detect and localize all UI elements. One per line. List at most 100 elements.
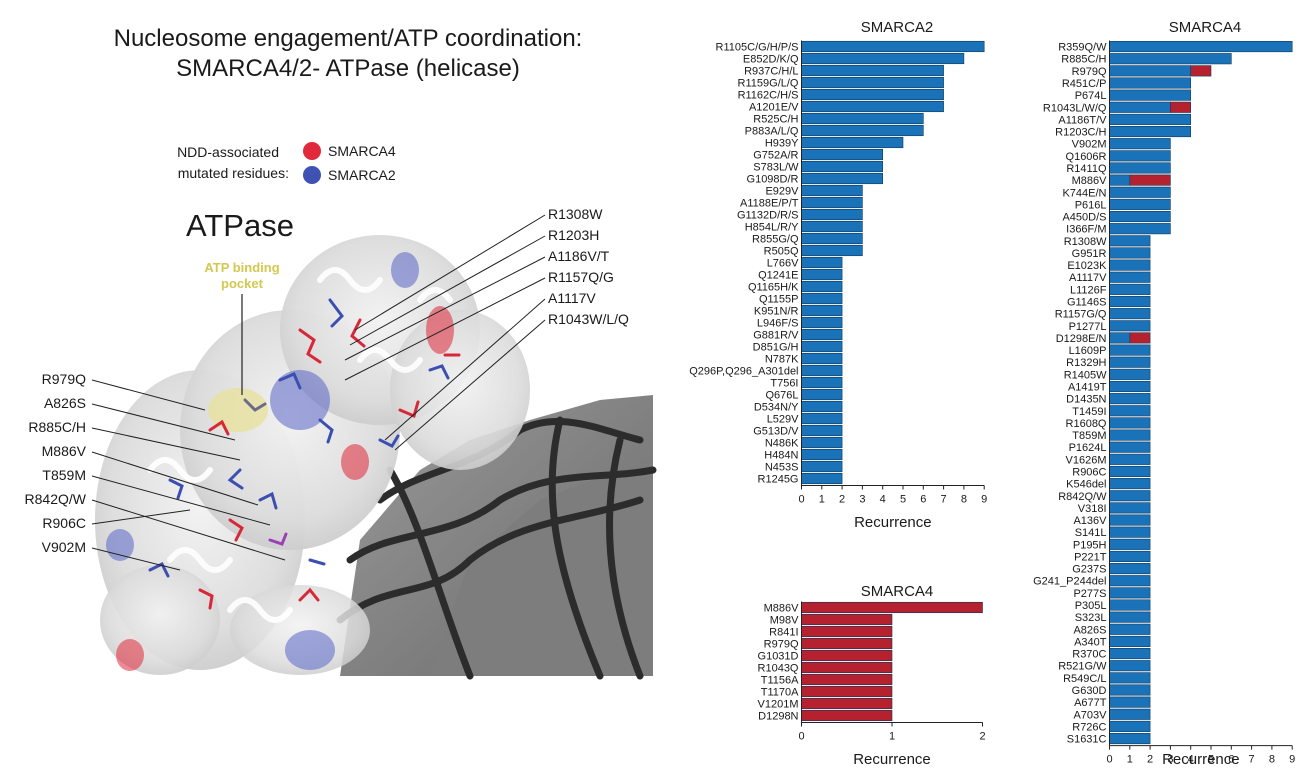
callout-label-r1308w: R1308W <box>548 206 603 222</box>
bar-k951n-r <box>801 304 843 317</box>
x-tick-label-3: 3 <box>1167 754 1173 766</box>
x-tick-label-3: 3 <box>859 494 865 506</box>
category-label-g630d: G630D <box>1072 685 1107 697</box>
atp-pocket-label-line1: ATP binding <box>204 260 279 275</box>
callout-leader-r1157q-g <box>344 277 546 381</box>
legend-smarca4-swatch <box>303 142 321 160</box>
x-tick-label-7: 7 <box>1249 754 1255 766</box>
category-label-p277s: P277S <box>1073 588 1106 600</box>
bar-p616l <box>1109 198 1171 210</box>
category-label-g1146s: G1146S <box>1067 297 1107 309</box>
category-label-a1201e-v: A1201E/V <box>749 102 799 114</box>
category-label-r726c: R726C <box>1072 721 1106 733</box>
category-label-h854l-r-y: H854L/R/Y <box>745 222 799 234</box>
bar-r1308w <box>1109 235 1151 247</box>
category-label-r937c-h-l: R937C/H/L <box>744 66 798 78</box>
category-label-r521g-w: R521G/W <box>1058 661 1107 673</box>
callout-leader-r979q <box>91 379 206 411</box>
x-tick-label-9: 9 <box>981 494 987 506</box>
bar-v1201m <box>801 697 893 710</box>
bar-r906c <box>1109 465 1151 478</box>
category-label-n453s: N453S <box>765 462 799 474</box>
bar-p221t <box>1109 550 1151 563</box>
bar-l1126f <box>1109 283 1151 295</box>
category-label-n486k: N486K <box>765 438 799 450</box>
category-label-d1298n: D1298N <box>758 711 798 723</box>
bar-g1031d <box>801 649 893 662</box>
bar-d1298e-n <box>1109 332 1131 344</box>
bar-r505q <box>801 244 863 257</box>
category-label-r842q-w: R842Q/W <box>1058 491 1107 503</box>
category-label-r1159g-l-q: R1159G/L/Q <box>738 78 799 90</box>
category-label-t1156a: T1156A <box>761 675 799 687</box>
bar-a340t <box>1109 635 1151 647</box>
x-tick-label-5: 5 <box>900 494 906 506</box>
category-label-l1126f: L1126F <box>1070 284 1107 296</box>
bar-a1201e-v <box>801 100 944 113</box>
category-label-h484n: H484N <box>764 450 798 462</box>
category-label-m886v: M886V <box>1072 175 1108 187</box>
atpase-structure-image <box>95 235 657 680</box>
bar-q676l <box>801 388 843 401</box>
category-label-r1329h: R1329H <box>1066 357 1106 369</box>
bar-r979q <box>1109 65 1191 77</box>
category-label-l1609p: L1609P <box>1069 345 1107 357</box>
bar-q1165h-k <box>801 280 843 293</box>
bar-q1606r <box>1109 150 1171 162</box>
category-label-g752a-r: G752A/R <box>753 150 798 162</box>
category-label-r1245g: R1245G <box>758 474 799 486</box>
bar-h939y <box>801 136 904 149</box>
bar-r521g-w <box>1109 660 1151 672</box>
x-tick-label-1: 1 <box>1127 754 1133 766</box>
category-label-a826s: A826S <box>1073 624 1106 636</box>
callout-leader-r1203h <box>349 235 546 346</box>
category-label-r525c-h: R525C/H <box>753 114 798 126</box>
x-tick-label-8: 8 <box>961 494 967 506</box>
residue-legend: NDD-associated mutated residues: SMARCA4… <box>177 142 396 184</box>
callout-label-r906c: R906C <box>42 515 86 531</box>
bar-r370c <box>1109 648 1151 660</box>
legend-smarca2-label: SMARCA2 <box>328 167 396 183</box>
bar-r979q-smarca4 <box>1190 65 1212 77</box>
bar-p674l <box>1109 89 1191 101</box>
bar-s323l <box>1109 611 1151 623</box>
category-label-q296p-q296-a301del: Q296P,Q296_A301del <box>689 366 798 378</box>
category-label-r1043q: R1043Q <box>758 663 799 675</box>
chart-title: SMARCA4 <box>1169 19 1242 36</box>
category-label-r359q-w: R359Q/W <box>1058 42 1107 54</box>
x-axis-label: Recurrence <box>854 514 932 531</box>
category-label-v1201m: V1201M <box>758 699 799 711</box>
bar-p883a-l-q <box>801 124 924 137</box>
x-tick-label-4: 4 <box>880 494 886 506</box>
bar-p1624l <box>1109 441 1151 453</box>
bar-k546del <box>1109 478 1151 490</box>
bar-e1023k <box>1109 259 1151 271</box>
bar-r1405w <box>1109 368 1151 380</box>
bar-v1626m <box>1109 453 1151 465</box>
category-label-g1031d: G1031D <box>758 651 799 663</box>
category-label-g241-p244del: G241_P244del <box>1033 576 1106 588</box>
bar-g630d <box>1109 684 1151 696</box>
category-label-i366f-m: I366F/M <box>1066 224 1106 236</box>
callout-label-m886v: M886V <box>42 443 87 459</box>
category-label-g881r-v: G881R/V <box>753 330 799 342</box>
callout-leader-t859m <box>91 475 271 526</box>
bar-r1608q <box>1109 417 1151 429</box>
category-label-r979q: R979Q <box>764 639 799 651</box>
atp-pocket-label-line2: pocket <box>221 276 264 291</box>
category-label-t1170a: T1170A <box>761 687 799 699</box>
category-label-l529v: L529V <box>767 414 799 426</box>
bar-r937c-h-l <box>801 64 944 77</box>
x-tick-label-4: 4 <box>1188 754 1194 766</box>
x-tick-label-6: 6 <box>920 494 926 506</box>
x-tick-label-6: 6 <box>1228 754 1234 766</box>
bar-s1631c <box>1109 732 1151 745</box>
bar-v318i <box>1109 502 1151 514</box>
bar-t1459i <box>1109 405 1151 417</box>
legend-smarca2-swatch <box>303 166 321 184</box>
bar-d1435n <box>1109 393 1151 405</box>
category-label-a1419t: A1419T <box>1068 381 1107 393</box>
category-label-q676l: Q676L <box>765 390 798 402</box>
bar-a1188e-p-t <box>801 196 863 209</box>
bar-a703v <box>1109 708 1151 720</box>
